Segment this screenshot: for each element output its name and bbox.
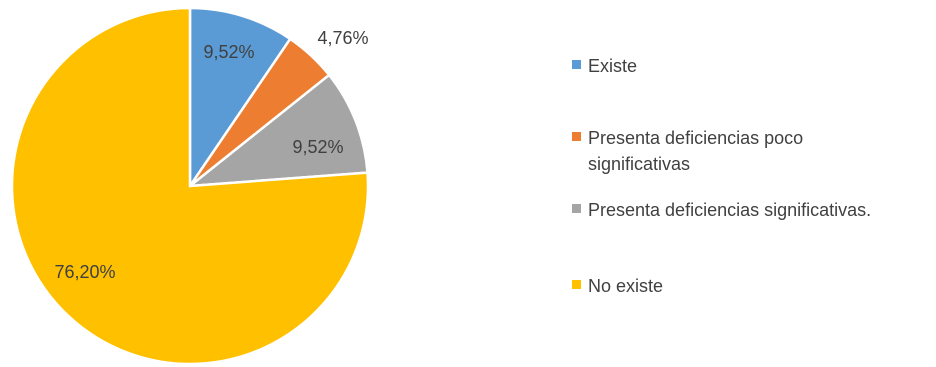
data-label-existe: 9,52% <box>203 42 254 62</box>
legend-swatch-deficiencias-poco-significativas <box>572 132 581 141</box>
legend-label-no-existe: No existe <box>588 276 664 296</box>
pie-slice-existe <box>188 6 292 191</box>
legend-label-deficiencias-significativas: Presenta deficiencias significativas. <box>588 200 872 220</box>
legend-swatch-no-existe <box>572 280 581 289</box>
legend-label-existe: Existe <box>588 56 638 76</box>
pie-slice-deficiencias-significativas <box>186 73 369 188</box>
legend-swatch-existe <box>572 60 581 69</box>
legend: Existe Presenta deficiencias poco signif… <box>572 0 936 367</box>
legend-label-deficiencias-poco-significativas: Presenta deficiencias poco significativa… <box>588 128 804 174</box>
legend-item-no-existe: No existe <box>572 273 928 299</box>
legend-item-existe: Existe <box>572 53 928 79</box>
pie-chart: 9,52% 4,76% 9,52% 76,20% <box>10 6 370 366</box>
legend-swatch-deficiencias-significativas <box>572 204 581 213</box>
data-label-deficiencias-poco-significativas: 4,76% <box>317 28 368 48</box>
data-label-deficiencias-significativas: 9,52% <box>292 137 343 157</box>
legend-item-deficiencias-significativas: Presenta deficiencias significativas. <box>572 197 928 223</box>
data-label-no-existe: 76,20% <box>54 262 115 282</box>
pie-slice-no-existe <box>10 6 370 366</box>
legend-item-deficiencias-poco-significativas: Presenta deficiencias poco significativa… <box>572 125 848 177</box>
